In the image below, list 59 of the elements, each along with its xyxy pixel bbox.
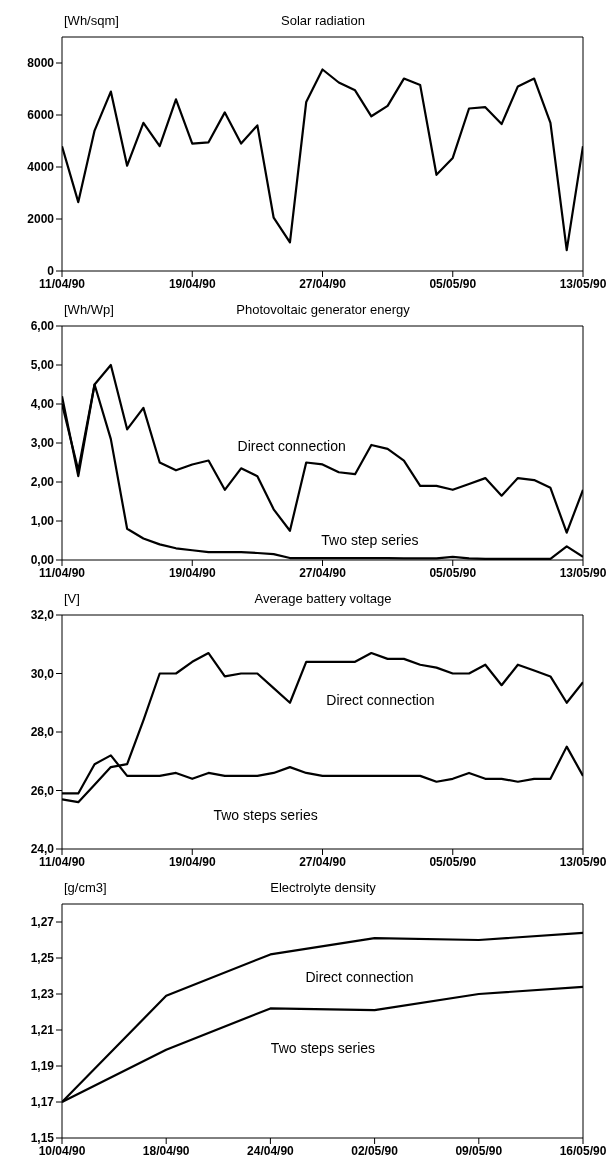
y-tick-label: 3,00 <box>30 436 55 451</box>
x-tick-label: 24/04/90 <box>247 1143 295 1158</box>
y-tick-label: 1,00 <box>30 514 55 529</box>
x-tick-label: 11/04/90 <box>38 565 86 580</box>
x-tick-label: 11/04/90 <box>38 854 86 869</box>
y-tick-label: 1,15 <box>30 1131 55 1146</box>
series-label: Two step series <box>320 532 420 549</box>
y-tick-label: 1,27 <box>30 915 55 930</box>
chart-title: Solar radiation <box>281 13 365 28</box>
x-tick-label: 19/04/90 <box>168 854 216 869</box>
y-tick-label: 28,0 <box>30 725 55 740</box>
y-tick-label: 1,23 <box>30 987 55 1002</box>
y-tick-label: 1,21 <box>30 1023 55 1038</box>
text: Two steps series <box>269 1039 377 1056</box>
y-tick-label: 32,0 <box>30 608 55 623</box>
x-tick-label: 05/05/90 <box>429 854 477 869</box>
y-axis-title: [g/cm3] <box>64 880 107 895</box>
y-tick-label: 6000 <box>27 108 55 123</box>
y-tick-label: 2000 <box>27 212 55 227</box>
x-tick-label: 09/05/90 <box>455 1143 503 1158</box>
x-tick-label: 16/05/90 <box>559 1143 607 1158</box>
y-axis-title: [Wh/Wp] <box>64 302 114 317</box>
y-tick-label: 1,17 <box>30 1095 55 1110</box>
x-tick-label: 11/04/90 <box>38 276 86 291</box>
x-tick-label: 18/04/90 <box>142 1143 190 1158</box>
x-tick-label: 02/05/90 <box>351 1143 399 1158</box>
y-tick-label: 8000 <box>27 56 55 71</box>
y-tick-label: 1,25 <box>30 951 55 966</box>
series-label: Direct connection <box>304 969 415 986</box>
x-tick-label: 27/04/90 <box>299 276 347 291</box>
y-tick-label: 4,00 <box>30 397 55 412</box>
y-tick-label: 24,0 <box>30 842 55 857</box>
series-label: Direct connection <box>236 438 347 455</box>
x-tick-label: 27/04/90 <box>299 854 347 869</box>
chart-title: Electrolyte density <box>270 880 376 895</box>
x-tick-label: 05/05/90 <box>429 276 477 291</box>
x-tick-label: 10/04/90 <box>38 1143 86 1158</box>
x-tick-label: 27/04/90 <box>299 565 347 580</box>
y-axis-title: [V] <box>64 591 80 606</box>
series-label: Direct connection <box>325 691 436 708</box>
x-tick-label: 13/05/90 <box>559 565 607 580</box>
x-tick-label: 05/05/90 <box>429 565 477 580</box>
x-tick-label: 13/05/90 <box>559 854 607 869</box>
y-tick-label: 0,00 <box>30 553 55 568</box>
y-tick-label: 30,0 <box>30 666 55 681</box>
y-tick-label: 1,19 <box>30 1059 55 1074</box>
y-tick-label: 5,00 <box>30 358 55 373</box>
text: Two steps series <box>212 807 319 824</box>
x-tick-label: 13/05/90 <box>559 276 607 291</box>
x-tick-label: 19/04/90 <box>168 565 216 580</box>
y-tick-label: 2,00 <box>30 475 55 490</box>
y-tick-label: 26,0 <box>30 783 55 798</box>
y-tick-label: 0 <box>47 264 55 279</box>
chart-title: Average battery voltage <box>254 591 392 606</box>
y-axis-title: [Wh/sqm] <box>64 13 119 28</box>
y-tick-label: 4000 <box>27 160 55 175</box>
chart-title: Photovoltaic generator energy <box>236 302 410 317</box>
y-tick-label: 6,00 <box>30 319 55 334</box>
x-tick-label: 19/04/90 <box>168 276 216 291</box>
